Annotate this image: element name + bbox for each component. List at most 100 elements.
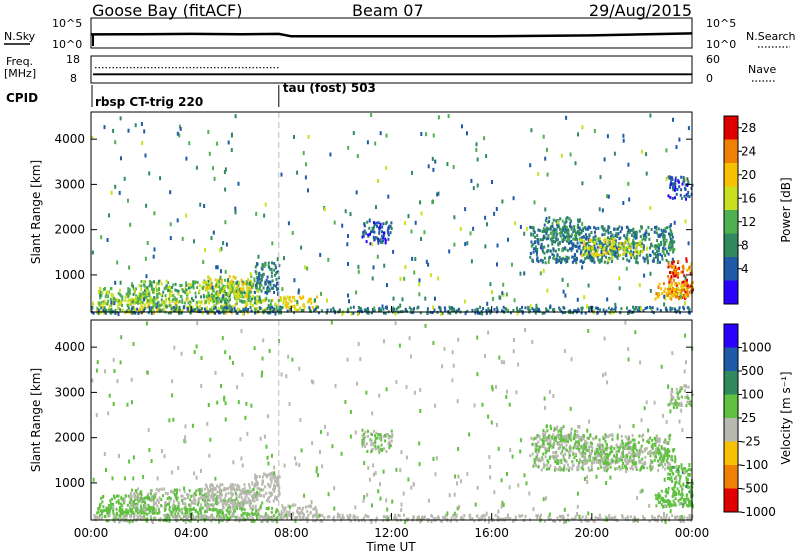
velocity-cell bbox=[174, 505, 177, 509]
power-cell bbox=[593, 260, 596, 264]
power-cell bbox=[603, 249, 606, 253]
velocity-cell bbox=[649, 465, 652, 469]
velocity-cell bbox=[243, 508, 246, 512]
velocity-cell bbox=[560, 429, 563, 433]
power-cell bbox=[258, 287, 261, 291]
power-cell bbox=[631, 233, 634, 237]
power-cell bbox=[127, 198, 129, 203]
velocity-cell bbox=[211, 494, 213, 498]
power-cell bbox=[237, 292, 240, 296]
power-cell bbox=[623, 242, 626, 246]
velocity-cell bbox=[147, 505, 150, 509]
velocity-cell bbox=[105, 506, 108, 510]
noise-tick-bottom: 10^0 bbox=[52, 38, 82, 51]
power-cell bbox=[258, 295, 261, 299]
power-cell bbox=[622, 252, 625, 256]
power-cell bbox=[677, 272, 680, 276]
velocity-cell bbox=[274, 495, 277, 499]
power-cell bbox=[551, 230, 554, 234]
power-cell bbox=[582, 235, 585, 239]
velocity-cell bbox=[597, 467, 600, 470]
power-cell bbox=[150, 284, 153, 288]
power-cell bbox=[135, 300, 138, 304]
power-cell bbox=[551, 224, 554, 228]
power-cell bbox=[645, 152, 648, 157]
velocity-cell bbox=[175, 509, 178, 513]
velocity-cell bbox=[200, 491, 203, 494]
power-cell bbox=[557, 242, 560, 246]
velocity-cell bbox=[370, 450, 373, 454]
velocity-cell bbox=[280, 509, 283, 513]
velocity-cell bbox=[587, 456, 590, 460]
power-cell bbox=[172, 305, 175, 309]
power-cell bbox=[552, 236, 554, 239]
noise-panel-frame bbox=[90, 17, 693, 49]
power-cell bbox=[521, 310, 524, 315]
velocity-cell bbox=[576, 430, 579, 433]
velocity-cell bbox=[578, 438, 581, 442]
velocity-cell bbox=[387, 436, 390, 440]
power-cell bbox=[622, 244, 625, 248]
power-cell bbox=[549, 237, 552, 241]
power-cell bbox=[245, 304, 248, 308]
power-cell bbox=[657, 234, 660, 238]
power-cell bbox=[246, 282, 249, 286]
power-cell bbox=[484, 244, 487, 249]
power-cell bbox=[527, 305, 530, 310]
power-cell bbox=[198, 289, 201, 294]
velocity-cell bbox=[618, 449, 620, 453]
power-cell bbox=[584, 250, 587, 254]
noise-right-tick-top: 10^5 bbox=[706, 17, 736, 30]
power-cell bbox=[145, 203, 148, 208]
power-cell bbox=[684, 288, 687, 292]
power-cell bbox=[606, 297, 609, 302]
power-cell bbox=[114, 298, 117, 302]
velocity-cell bbox=[653, 455, 656, 458]
velocity-cell bbox=[165, 503, 168, 507]
power-cell bbox=[628, 259, 631, 263]
velocity-cell bbox=[223, 486, 226, 490]
velocity-cell bbox=[266, 473, 269, 477]
velocity-cell bbox=[648, 451, 651, 455]
power-cell bbox=[681, 270, 684, 274]
velocity-cell bbox=[175, 498, 178, 502]
power-cell bbox=[224, 269, 227, 274]
power-cell bbox=[529, 225, 532, 229]
power-cell bbox=[307, 135, 310, 139]
power-cell bbox=[448, 249, 451, 254]
power-cell bbox=[663, 302, 666, 307]
velocity-cell bbox=[672, 499, 675, 503]
power-cell bbox=[570, 241, 573, 245]
power-cell bbox=[551, 252, 554, 256]
velocity-cell bbox=[615, 453, 618, 457]
velocity-cell bbox=[267, 497, 269, 501]
power-cell bbox=[127, 128, 130, 133]
power-cell bbox=[276, 287, 279, 291]
velocity-cell bbox=[387, 441, 390, 445]
power-cell bbox=[216, 309, 219, 313]
velocity-cell bbox=[185, 511, 188, 515]
power-cell bbox=[667, 265, 670, 269]
velocity-cell bbox=[542, 465, 545, 469]
power-cell bbox=[678, 308, 681, 312]
power-cell bbox=[267, 264, 270, 268]
power-cell bbox=[592, 236, 595, 240]
velocity-cell bbox=[628, 441, 631, 444]
velocity-cell bbox=[163, 505, 166, 509]
power-cell bbox=[349, 306, 352, 310]
velocity-cell bbox=[120, 497, 123, 501]
velocity-cell bbox=[221, 502, 224, 506]
power-cell bbox=[237, 181, 240, 186]
velocity-cell bbox=[602, 450, 605, 454]
velocity-cell bbox=[278, 492, 281, 496]
power-cell bbox=[547, 260, 550, 264]
velocity-cell bbox=[175, 519, 178, 523]
power-cell bbox=[179, 294, 182, 298]
power-cell bbox=[420, 132, 423, 136]
velocity-cell bbox=[265, 491, 268, 495]
velocity-cell bbox=[581, 462, 584, 466]
power-cell bbox=[168, 297, 170, 301]
power-cell bbox=[669, 196, 672, 200]
power-cell bbox=[581, 125, 584, 130]
power-cell bbox=[92, 301, 94, 306]
